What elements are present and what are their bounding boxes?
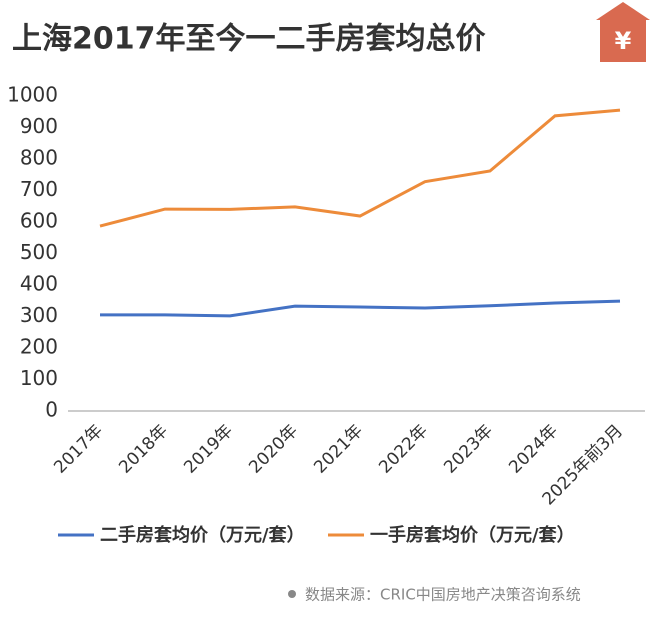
series-line xyxy=(99,108,621,228)
y-tick-label: 600 xyxy=(20,209,58,233)
chart-title: 上海2017年至今一二手房套均总价 xyxy=(12,22,486,57)
y-tick-label: 300 xyxy=(20,303,58,327)
y-tick-label: 200 xyxy=(20,335,58,359)
series-line xyxy=(100,299,621,318)
y-tick-label: 100 xyxy=(20,366,58,390)
y-tick-label: 800 xyxy=(20,146,58,170)
x-tick-label: 2023年 xyxy=(440,421,497,478)
legend-label: 二手房套均价（万元/套） xyxy=(100,524,305,546)
y-tick-label: 900 xyxy=(20,114,58,138)
y-tick-label: 400 xyxy=(20,272,58,296)
icon-symbol: ¥ xyxy=(615,27,632,55)
y-tick-label: 700 xyxy=(20,177,58,201)
x-tick-label: 2021年 xyxy=(310,421,367,478)
y-tick-label: 500 xyxy=(20,240,58,264)
icon-box xyxy=(600,18,646,62)
source-bullet xyxy=(288,590,296,598)
x-tick-label: 2022年 xyxy=(375,421,432,478)
x-tick-label: 2017年 xyxy=(50,421,107,478)
x-tick-label: 2020年 xyxy=(245,421,302,478)
x-tick-label: 2018年 xyxy=(115,421,172,478)
x-tick-label: 2024年 xyxy=(505,421,562,478)
source: 数据来源：CRIC中国房地产决策咨询系统 xyxy=(305,586,581,604)
y-tick-label: 0 xyxy=(45,398,58,422)
legend-label: 一手房套均价（万元/套） xyxy=(370,524,575,546)
x-tick-label: 2019年 xyxy=(180,421,237,478)
y-tick-label: 1000 xyxy=(7,83,58,107)
icon-roof xyxy=(596,2,650,20)
